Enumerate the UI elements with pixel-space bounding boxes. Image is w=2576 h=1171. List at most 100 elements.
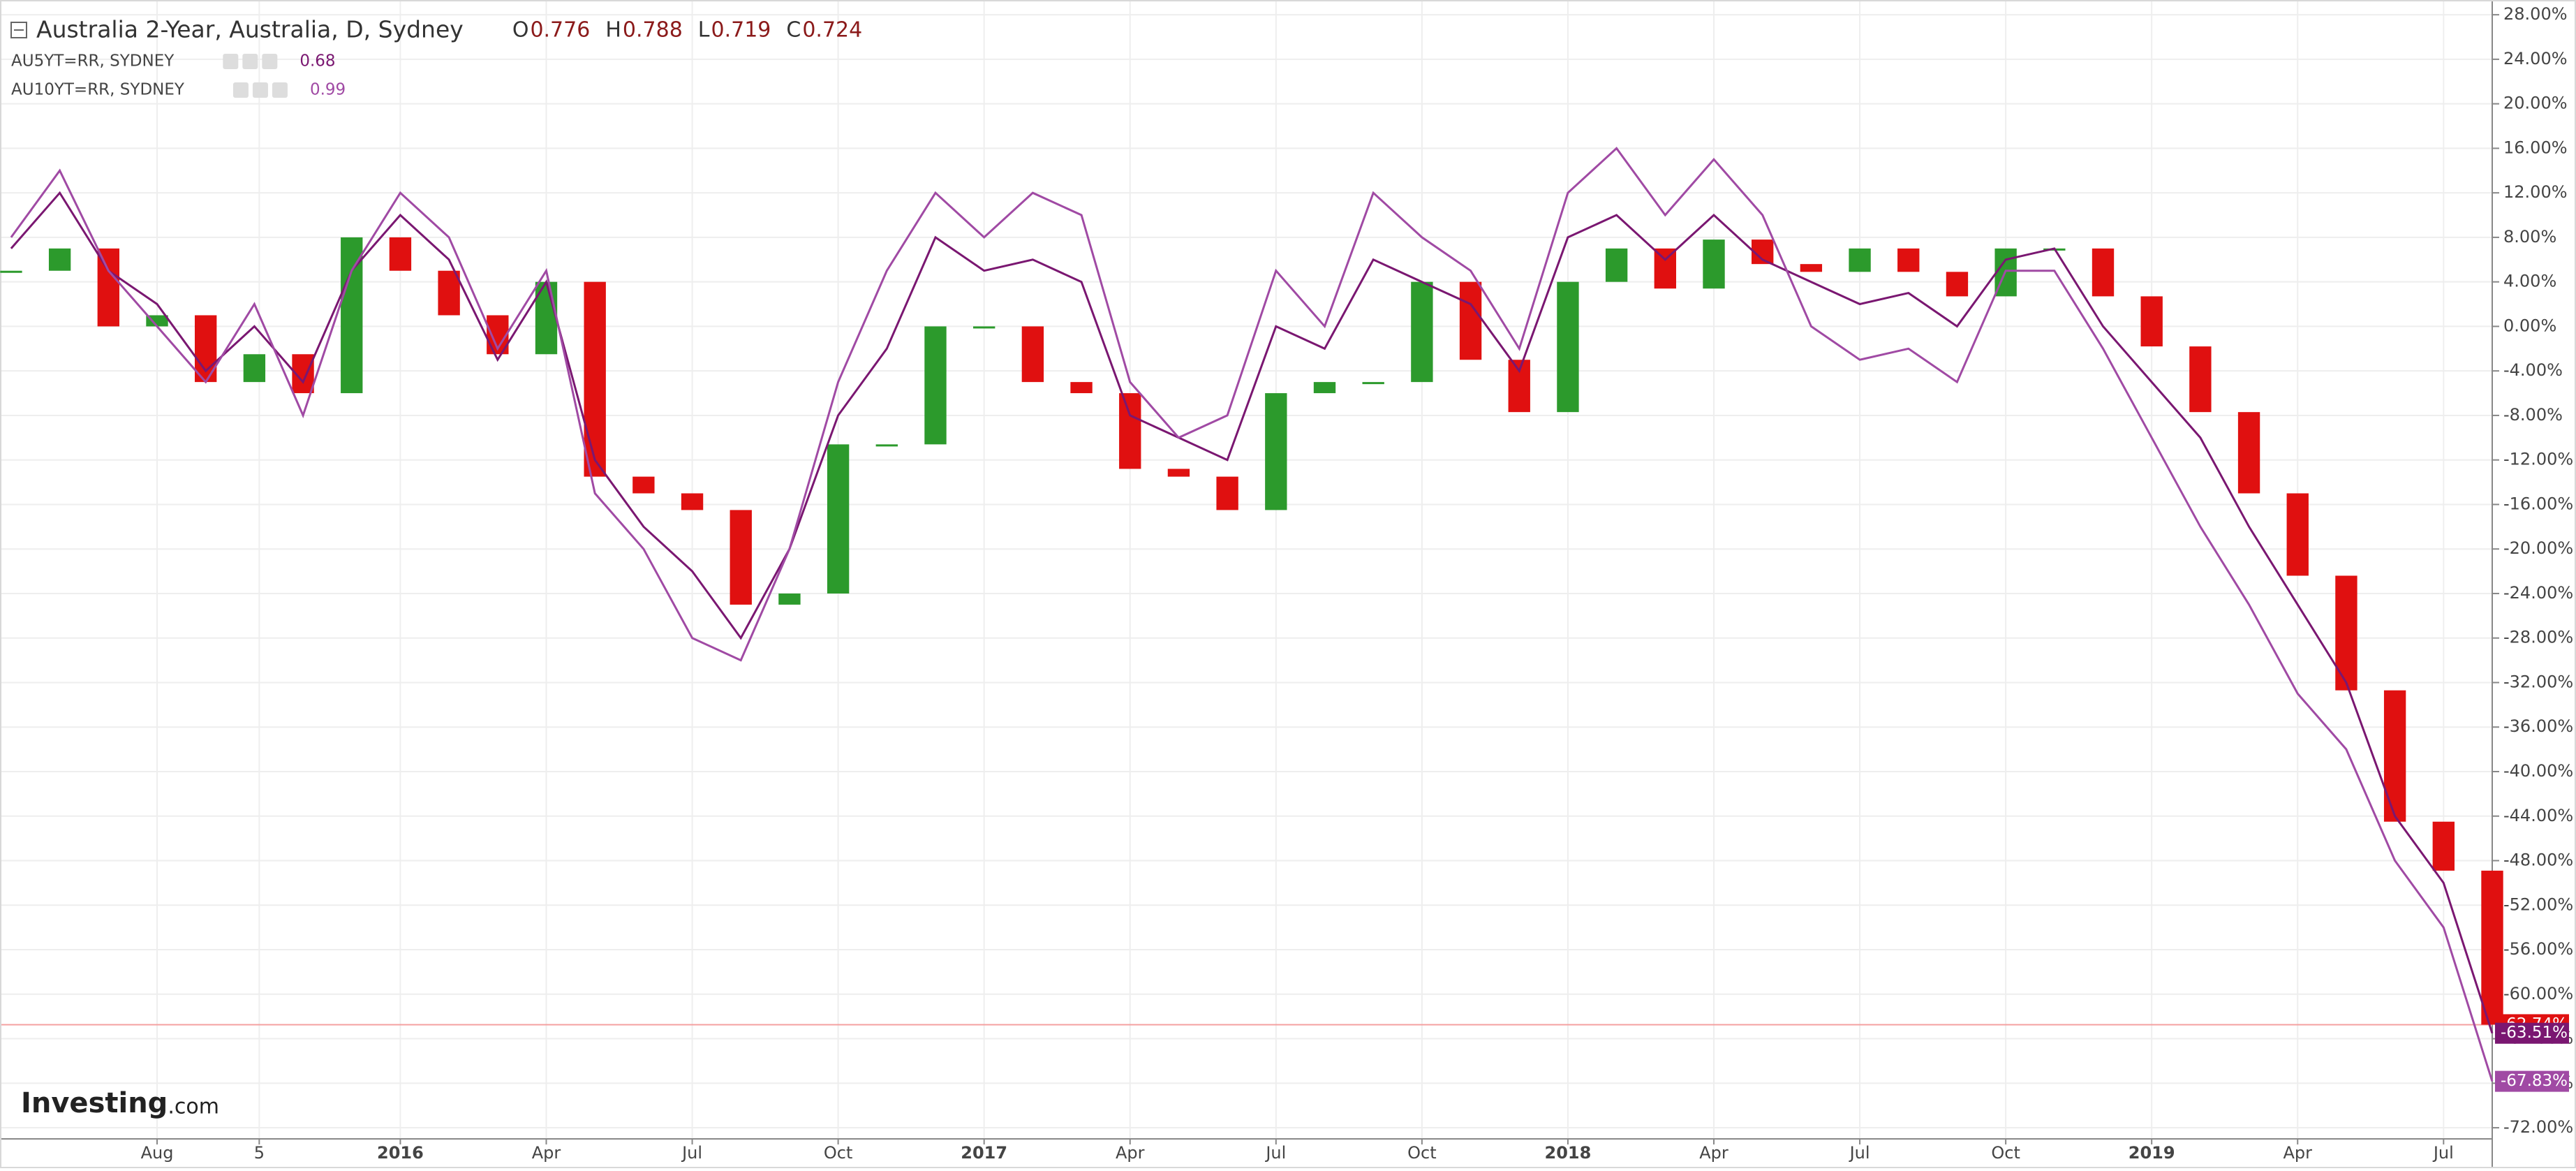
y-tick-label: -4.00% <box>2503 360 2563 380</box>
price-tag <box>2495 1070 2569 1092</box>
candle <box>827 444 850 594</box>
x-tick-label: 2016 <box>377 1143 424 1163</box>
candle <box>1557 281 1579 413</box>
y-tick-label: -52.00% <box>2503 894 2573 914</box>
ohlc-value: 0.719 <box>711 18 771 43</box>
series-line <box>10 191 2494 1034</box>
candle <box>584 281 606 477</box>
branding-suffix: .com <box>168 1095 219 1119</box>
y-tick-label: 16.00% <box>2503 138 2568 157</box>
legend-button[interactable] <box>242 54 258 69</box>
candle <box>875 444 898 447</box>
y-tick-label: -8.00% <box>2503 405 2563 425</box>
candle <box>1119 393 1141 469</box>
candle <box>97 248 119 327</box>
candle <box>146 315 168 327</box>
y-tick-label: -28.00% <box>2503 628 2573 647</box>
y-tick-label: 24.00% <box>2503 49 2568 68</box>
candle <box>2432 821 2455 871</box>
legend-button[interactable] <box>262 54 278 69</box>
candle <box>243 354 266 383</box>
candle <box>1411 281 1433 383</box>
candle <box>632 476 655 494</box>
candle <box>1605 248 1628 282</box>
candle <box>1800 264 1823 272</box>
legend-value: 0.68 <box>299 52 335 71</box>
legend-button[interactable] <box>252 82 268 98</box>
x-tick-label: Oct <box>824 1143 853 1163</box>
x-tick-label: Apr <box>1699 1143 1729 1163</box>
candle <box>1654 248 1676 289</box>
candle <box>2189 346 2212 413</box>
x-tick-label: Jul <box>2432 1143 2454 1163</box>
x-tick-label: Apr <box>1116 1143 1145 1163</box>
legend-label: AU10YT=RR, SYDNEY <box>11 81 185 99</box>
legend: Australia 2-Year, Australia, D, Sydney O 0… <box>10 16 862 1119</box>
y-tick-label: -16.00% <box>2503 494 2573 513</box>
candle <box>1070 382 1093 394</box>
y-tick-label: 12.00% <box>2503 182 2568 202</box>
y-tick-label: -72.00% <box>2503 1117 2573 1137</box>
y-tick-label: -48.00% <box>2503 850 2573 870</box>
series-line <box>10 147 2494 1082</box>
candle <box>1216 476 1238 510</box>
candle <box>2383 690 2406 822</box>
ohlc-key: H <box>605 18 621 43</box>
legend-button[interactable] <box>272 82 288 98</box>
candle <box>1946 272 1969 297</box>
x-tick-label: Aug <box>141 1143 174 1163</box>
x-tick-label: Jul <box>1849 1143 1870 1163</box>
y-tick-label: 4.00% <box>2503 272 2556 291</box>
x-tick-label: 5 <box>254 1143 265 1163</box>
branding: Investing <box>21 1087 168 1119</box>
price-tag <box>2495 1022 2569 1044</box>
candle <box>2237 412 2260 494</box>
price-tag-label: -63.51% <box>2501 1024 2568 1042</box>
x-tick-label: 2019 <box>2129 1143 2175 1163</box>
y-tick-label: 0.00% <box>2503 316 2556 335</box>
ohlc-value: 0.788 <box>623 18 683 43</box>
legend-value: 0.99 <box>310 81 346 99</box>
y-tick-label: -44.00% <box>2503 806 2573 825</box>
candle <box>2092 248 2115 297</box>
candle <box>1849 248 1871 272</box>
candle <box>924 326 947 445</box>
plot: -62.74%-63.51%-67.83% <box>0 147 2569 1092</box>
candle <box>778 593 801 605</box>
candle <box>1265 393 1287 510</box>
x-tick-label: Oct <box>1991 1143 2020 1163</box>
y-tick-label: 20.00% <box>2503 94 2568 113</box>
candle <box>48 248 71 271</box>
x-tick-label: Jul <box>1264 1143 1286 1163</box>
legend-button[interactable] <box>232 82 249 98</box>
ohlc-key: C <box>786 18 801 43</box>
candle <box>681 493 704 510</box>
candle <box>730 510 752 605</box>
x-tick-label: Jul <box>681 1143 702 1163</box>
candle <box>1703 240 1725 289</box>
candle <box>1897 248 1920 272</box>
y-tick-label: -20.00% <box>2503 538 2573 558</box>
x-tick-label: Apr <box>2283 1143 2312 1163</box>
candle <box>438 270 460 316</box>
candle <box>973 326 995 329</box>
y-tick-label: -32.00% <box>2503 672 2573 691</box>
candle <box>2335 575 2357 691</box>
candle <box>1508 360 1530 413</box>
y-tick-label: -60.00% <box>2503 984 2573 1003</box>
candle <box>1313 382 1336 394</box>
candle <box>2140 296 2163 347</box>
candle <box>1362 382 1384 385</box>
legend-button[interactable] <box>223 54 239 69</box>
y-tick-label: 8.00% <box>2503 227 2556 246</box>
y-tick-label: -24.00% <box>2503 583 2573 603</box>
candle <box>1167 469 1190 477</box>
x-tick-label: Oct <box>1407 1143 1437 1163</box>
y-tick-label: 28.00% <box>2503 4 2568 24</box>
y-tick-label: -12.00% <box>2503 450 2573 469</box>
ohlc-key: L <box>698 18 710 43</box>
